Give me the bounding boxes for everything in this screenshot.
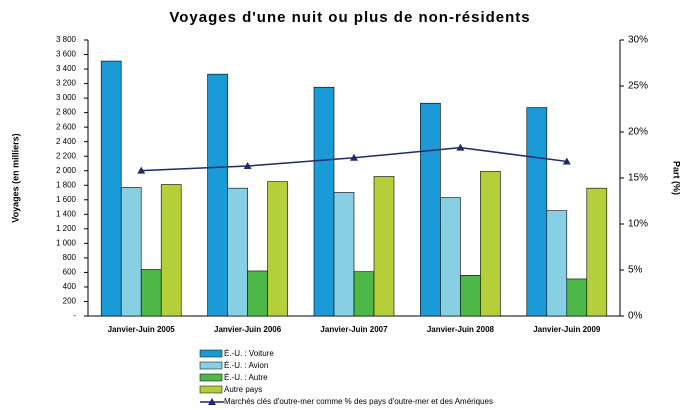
bar <box>313 86 335 317</box>
line-marker <box>456 143 465 151</box>
y-tick-label: 3 000 <box>56 93 77 102</box>
y-tick-label: 1 200 <box>56 224 77 233</box>
y-tick-label: 3 800 <box>56 35 77 44</box>
legend-swatch <box>199 361 223 370</box>
x-tick-label: Janvier-Juin 2005 <box>108 325 176 334</box>
legend-label: É.-U. : Voiture <box>224 349 274 358</box>
line-marker <box>562 157 571 165</box>
bar <box>160 184 182 317</box>
y-tick-label: 2 000 <box>56 166 77 175</box>
x-tick-label: Janvier-Juin 2007 <box>320 325 388 334</box>
legend-label: Marchés clés d'outre-mer comme % des pay… <box>224 397 493 406</box>
bar <box>546 210 568 317</box>
y-tick-label: 1 400 <box>56 209 77 218</box>
chart-title: Voyages d'une nuit ou plus de non-réside… <box>169 9 530 26</box>
y-tick-label: 3 400 <box>56 64 77 73</box>
legend-swatch <box>199 349 223 358</box>
y2-axis-label: Part (%) <box>672 161 682 195</box>
bar <box>120 187 142 317</box>
x-tick-label: Janvier-Juin 2008 <box>427 325 495 334</box>
legend-label: É.-U. : Avion <box>224 361 268 370</box>
y-tick-label: 1 800 <box>56 180 77 189</box>
x-tick-label: Janvier-Juin 2006 <box>214 325 282 334</box>
y-tick-label: - <box>73 311 76 320</box>
y-tick-label: 400 <box>63 282 77 291</box>
line-marker <box>350 153 358 161</box>
y2-tick-label: 0% <box>628 311 643 322</box>
y2-tick-label: 15% <box>628 173 648 184</box>
legend-label: É.-U. : Autre <box>224 373 268 382</box>
bar <box>526 107 548 317</box>
bar <box>100 60 122 317</box>
y-tick-label: 800 <box>63 253 77 262</box>
bar <box>333 192 355 317</box>
y-tick-label: 1 600 <box>56 195 77 204</box>
bar <box>420 102 441 317</box>
bar <box>440 197 461 317</box>
y2-tick-label: 30% <box>628 35 648 46</box>
bar <box>480 171 501 317</box>
y-tick-label: 2 400 <box>56 137 77 146</box>
bar <box>267 181 288 317</box>
y2-tick-label: 25% <box>628 81 648 92</box>
bar <box>247 270 268 317</box>
bar <box>586 187 608 317</box>
x-tick-label: Janvier-Juin 2009 <box>533 325 601 334</box>
bar <box>227 187 248 317</box>
line-marker <box>243 162 252 170</box>
y2-tick-label: 5% <box>628 265 643 276</box>
legend-label: Autre pays <box>224 385 262 394</box>
y-tick-label: 2 800 <box>56 108 77 117</box>
y-tick-label: 2 600 <box>56 122 77 131</box>
y2-tick-label: 20% <box>628 127 648 138</box>
y-tick-label: 3 600 <box>56 50 77 59</box>
bar <box>207 73 228 317</box>
legend-swatch <box>199 385 223 394</box>
y-tick-label: 200 <box>63 297 77 306</box>
legend-swatch <box>199 373 223 382</box>
bar <box>566 278 588 317</box>
y-tick-label: 1 000 <box>56 238 77 247</box>
y-tick-label: 600 <box>63 268 77 277</box>
bar <box>353 271 375 317</box>
bar <box>460 275 481 317</box>
y-tick-label: 2 200 <box>56 151 77 160</box>
y-axis-label: Voyages (en milliers) <box>10 133 20 222</box>
legend-swatch <box>208 398 216 405</box>
y2-tick-label: 10% <box>628 219 648 230</box>
bar <box>373 176 395 317</box>
line-marker <box>137 166 146 174</box>
y-tick-label: 3 200 <box>56 79 77 88</box>
bar <box>140 269 162 317</box>
